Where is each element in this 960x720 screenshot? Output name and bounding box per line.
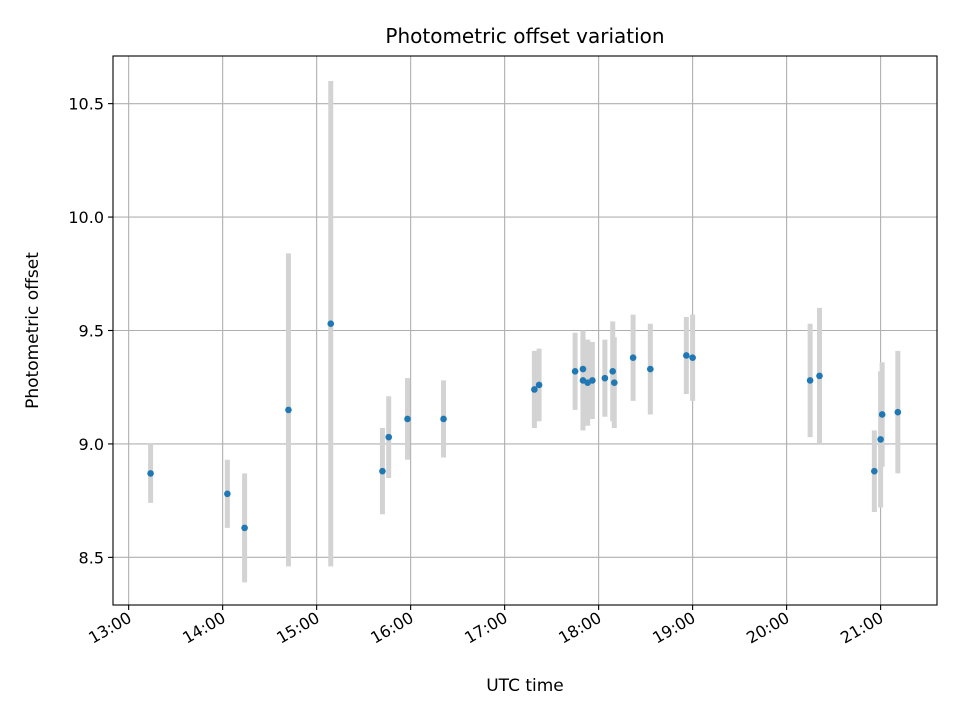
y-tick-label: 9.0 [79, 435, 104, 454]
x-tick-label: 16:00 [367, 608, 416, 648]
y-tick-label: 10.5 [68, 95, 104, 114]
data-point [571, 368, 579, 375]
data-point [404, 415, 411, 423]
x-tick-label: 20:00 [743, 608, 792, 648]
x-tick-label: 18:00 [555, 608, 604, 648]
data-point [610, 379, 618, 386]
grid [113, 56, 937, 605]
data-point [379, 467, 386, 475]
data-point [609, 368, 617, 375]
y-tick-label: 9.5 [79, 322, 104, 341]
data-point [285, 406, 292, 414]
x-tick-label: 14:00 [179, 608, 228, 648]
chart-title: Photometric offset variation [385, 24, 664, 48]
y-tick-label: 10.0 [68, 208, 104, 227]
data-point [535, 381, 543, 389]
x-tick-label: 13:00 [85, 608, 134, 648]
data-point [385, 433, 393, 441]
data-point [683, 352, 690, 359]
x-tick-label: 21:00 [837, 608, 886, 648]
data-point [877, 436, 884, 443]
data-point [147, 470, 154, 477]
data-point [589, 377, 596, 384]
data-point [878, 411, 886, 418]
data-point [816, 372, 823, 380]
data-point [327, 320, 335, 327]
y-axis-title: Photometric offset [23, 252, 43, 409]
x-tick-label: 15:00 [273, 608, 322, 648]
data-points [147, 320, 902, 532]
data-point [871, 467, 878, 475]
data-point [601, 374, 609, 382]
data-point [531, 386, 538, 393]
data-point [579, 365, 587, 373]
data-point [241, 524, 248, 532]
axis-ticks: 13:00 14:00 15:00 16:00 17:00 18:00 19:00 20:00… [68, 95, 886, 648]
data-point [224, 490, 231, 498]
x-tick-label: 17:00 [461, 608, 510, 648]
data-point [629, 354, 637, 362]
x-tick-label: 19:00 [649, 608, 698, 648]
data-point [440, 415, 447, 423]
data-point [806, 377, 814, 384]
y-tick-label: 8.5 [79, 548, 104, 567]
data-point [647, 365, 654, 373]
data-point [689, 354, 696, 362]
x-axis-title: UTC time [486, 676, 564, 696]
data-point [894, 408, 902, 416]
error-bars [148, 80, 901, 583]
